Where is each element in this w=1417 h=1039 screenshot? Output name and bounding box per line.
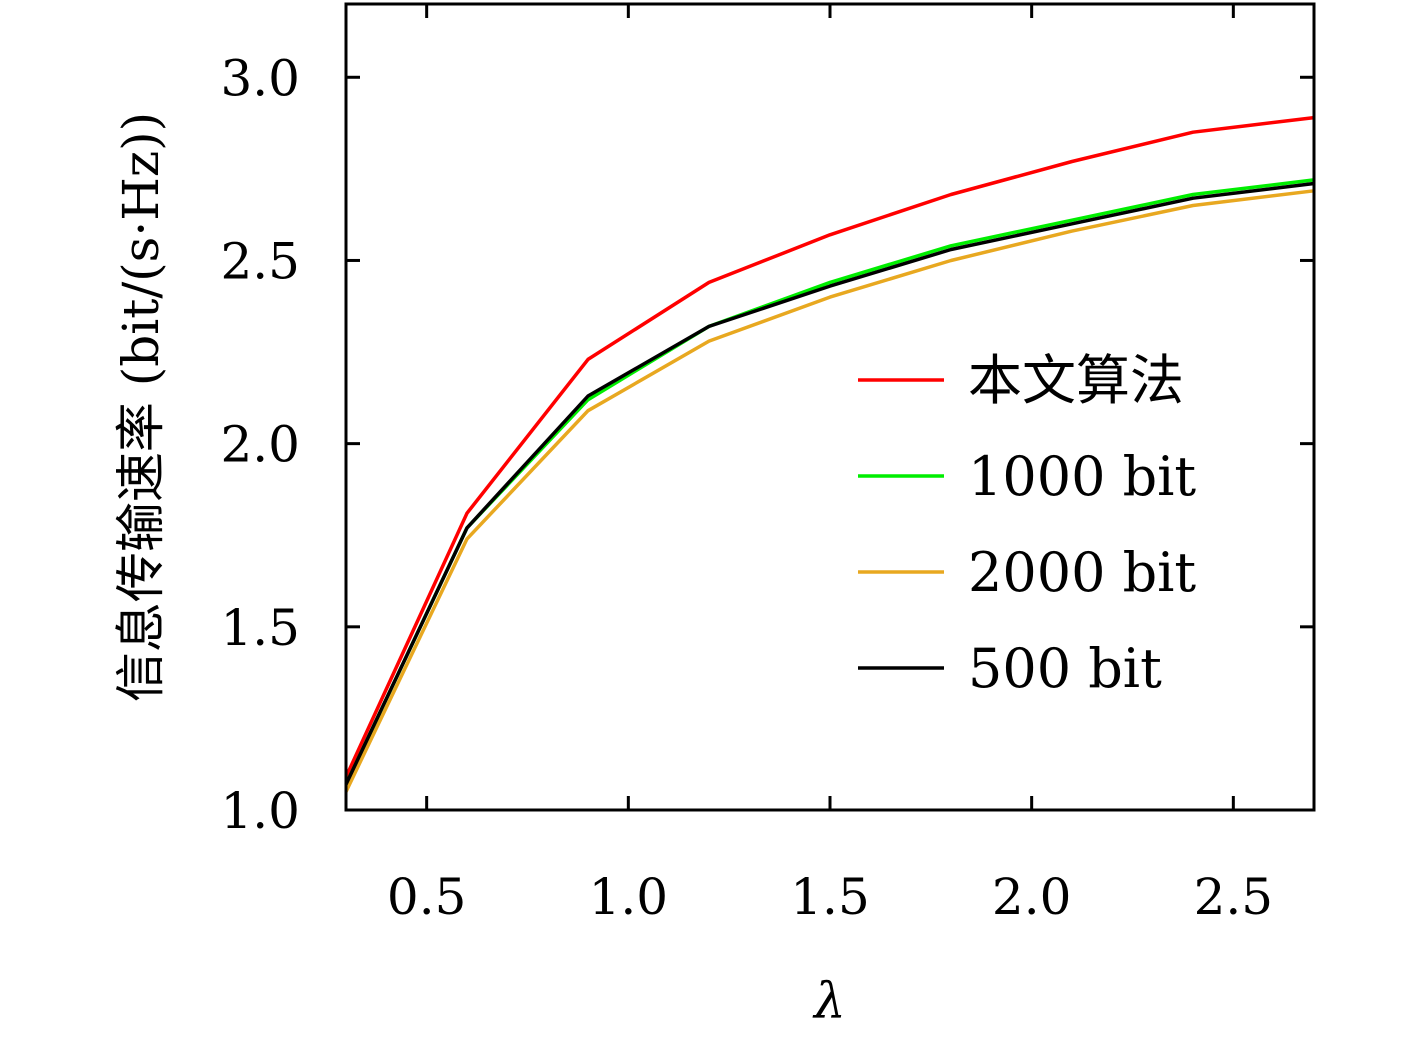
- y-tick-label: 2.5: [220, 232, 300, 290]
- x-tick-label: 1.0: [589, 868, 669, 926]
- x-axis-label: λ: [812, 972, 846, 1030]
- legend-label-1: 1000 bit: [968, 445, 1196, 508]
- series-layer: [344, 115, 1315, 793]
- x-tick-label: 2.0: [992, 868, 1072, 926]
- y-axis-label: 信息传输速率 (bit/(s·Hz)): [112, 112, 170, 702]
- legend-label-3: 500 bit: [968, 637, 1162, 700]
- series-line-2: [344, 189, 1315, 793]
- y-tick-label: 1.5: [220, 599, 300, 657]
- legend: 本文算法 1000 bit 2000 bit 500 bit: [858, 349, 1196, 700]
- y-tick-label: 1.0: [220, 782, 300, 840]
- ticks-layer: 0.5 1.0 1.5 2.0 2.5 1.0 1.5 2.0 2.5 3.0: [220, 4, 1314, 926]
- x-tick-label: 2.5: [1194, 868, 1274, 926]
- series-line-3: [344, 181, 1315, 786]
- y-tick-label: 2.0: [220, 416, 300, 474]
- legend-label-0: 本文算法: [968, 349, 1184, 412]
- x-tick-label: 1.5: [790, 868, 870, 926]
- x-tick-label: 0.5: [387, 868, 467, 926]
- legend-label-2: 2000 bit: [968, 541, 1196, 604]
- series-line-0: [344, 115, 1315, 778]
- y-tick-label: 3.0: [220, 49, 300, 107]
